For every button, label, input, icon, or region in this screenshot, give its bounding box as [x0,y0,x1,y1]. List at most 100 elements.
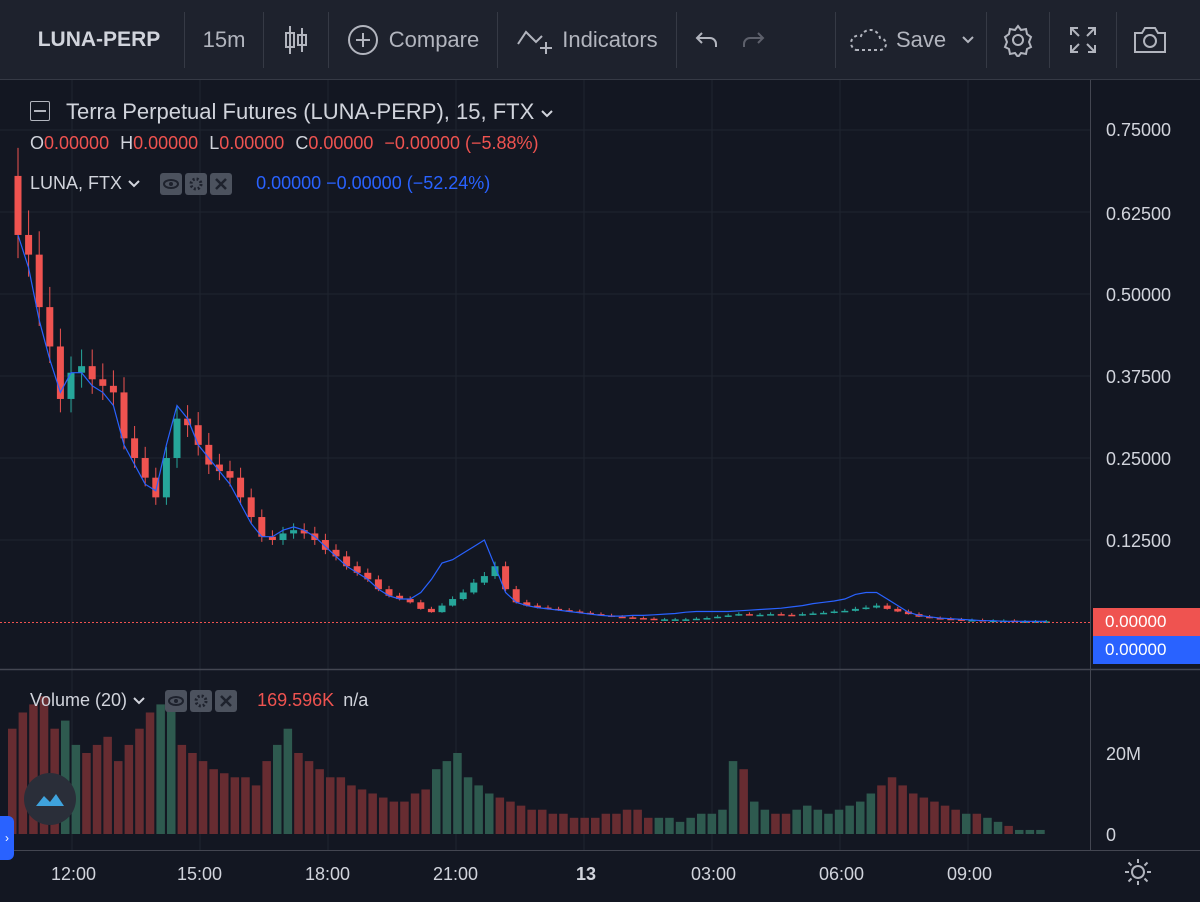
settings-button[interactable] [987,0,1049,79]
redo-button[interactable] [734,0,772,79]
volume-bar [559,813,568,834]
camera-icon [1134,26,1166,53]
volume-title[interactable]: Volume (20) [30,690,128,710]
volume-bar [315,769,324,834]
volume-bar [803,805,812,834]
candle-body [703,618,711,620]
candle-body [162,458,170,498]
tradingview-logo[interactable] [24,773,76,825]
volume-bar [326,777,335,834]
chart-canvas[interactable] [0,80,1200,902]
price-tick: 0.25000 [1106,449,1172,469]
collapse-icon[interactable] [30,101,50,121]
candle-body [438,605,446,613]
volume-bar [495,797,505,834]
volume-bar [686,817,695,834]
volume-bar [357,789,367,834]
candle-body [862,607,870,610]
volume-bar [283,728,293,834]
candle-body [343,556,351,567]
candle-body [714,616,722,619]
chart-type-button[interactable] [264,0,328,79]
candle-body [883,605,891,609]
candle-body [67,372,75,399]
chevron-down-icon[interactable] [540,109,554,119]
volume-bar [82,753,91,834]
compare-price-badge: 0.00000 [1093,636,1200,664]
save-label: Save [896,26,947,52]
low-label: L [209,133,220,153]
volume-bar [644,817,653,834]
volume-bar [114,761,123,834]
sidebar-toggle[interactable]: › [0,816,14,860]
time-tick: 12:00 [51,864,97,884]
candle-body [947,618,955,621]
volume-tick: 0 [1106,825,1117,845]
chevron-down-icon[interactable] [127,179,141,189]
volume-bar [442,761,452,834]
candle-body [798,614,806,616]
candle-body [724,615,732,617]
candle-body [851,608,859,611]
candle-body [417,602,425,609]
theme-toggle-button[interactable] [1124,858,1152,891]
volume-bar [898,785,907,834]
open-label: O [30,133,45,153]
volume-bar [972,813,982,834]
save-button[interactable]: Save [836,0,986,79]
candle-body [332,549,340,557]
volume-bar [421,789,430,834]
series-title[interactable]: Terra Perpetual Futures (LUNA-PERP), 15,… [66,99,535,124]
gear-icon[interactable] [185,173,208,196]
candle-body [141,458,149,478]
symbol-search-button[interactable]: LUNA-PERP [37,27,161,51]
candle-body [523,602,531,606]
candle-body [735,614,743,616]
save-menu-chevron[interactable] [954,0,982,79]
compare-series-title[interactable]: LUNA, FTX [30,173,123,193]
time-tick: 21:00 [433,864,479,884]
close-icon[interactable] [215,690,238,713]
undo-button[interactable] [688,0,726,79]
candle-body [194,425,202,445]
interval-button[interactable]: 15m [202,26,246,52]
volume-bar [1004,825,1013,834]
volume-bar [18,712,28,834]
main-legend-title-row: Terra Perpetual Futures (LUNA-PERP), 15,… [30,99,554,125]
volume-legend-row: Volume (20) 169.596K n/a [30,690,368,713]
candle-body [533,605,541,608]
volume-bar [474,785,483,834]
chevron-down-icon[interactable] [132,696,146,706]
gear-icon[interactable] [190,690,213,713]
volume-bar [993,821,1003,834]
volume-bar [866,793,876,834]
fullscreen-button[interactable] [1050,0,1116,79]
volume-bar [1025,829,1035,834]
price-tick: 0.37500 [1106,367,1172,387]
candle-body [809,613,817,615]
volume-bar [220,773,229,834]
volume-bar [697,813,706,834]
volume-bar [856,801,865,834]
candle-body [99,379,107,386]
cloud-icon [850,28,887,51]
candle-body [936,618,944,620]
volume-bar [750,801,759,834]
candle-body [449,599,457,606]
close-icon[interactable] [210,173,233,196]
volume-bar [983,817,992,834]
volume-bar [591,817,600,834]
toolbar-divider [184,12,185,68]
indicators-button[interactable]: Indicators [498,0,676,79]
eye-icon[interactable] [160,173,183,196]
compare-button[interactable]: Compare [329,0,497,79]
volume-bar [251,785,261,834]
volume-bar [527,809,536,834]
volume-bar [877,785,886,834]
eye-icon[interactable] [165,690,188,713]
candle-body [268,536,276,540]
indicators-icon [517,29,553,54]
redo-icon [743,31,765,47]
screenshot-button[interactable] [1117,0,1183,79]
candle-body [639,618,647,620]
